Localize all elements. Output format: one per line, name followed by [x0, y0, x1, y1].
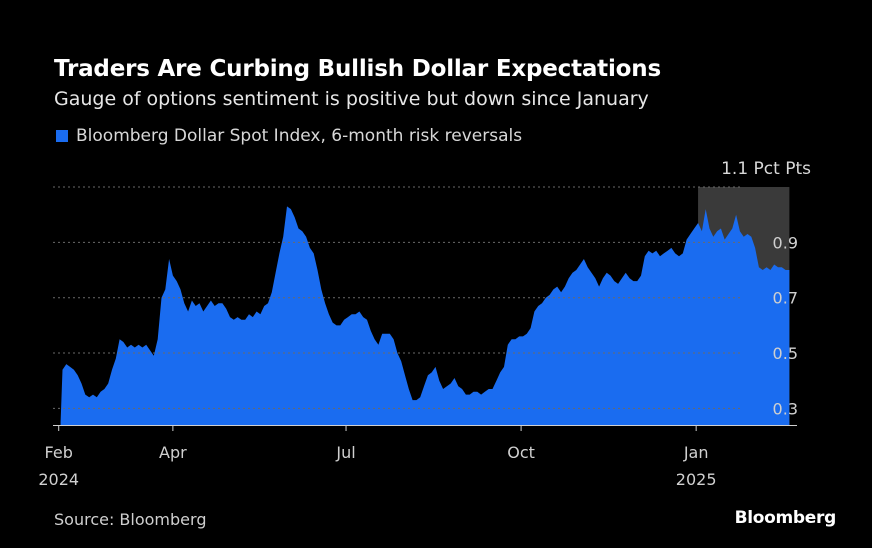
source-note: Source: Bloomberg	[54, 510, 207, 529]
x-tick-year-label: 2025	[676, 470, 717, 489]
x-tick-label: Oct	[507, 443, 535, 462]
chart-title: Traders Are Curbing Bullish Dollar Expec…	[54, 56, 661, 82]
y-unit-label: 1.1 Pct Pts	[721, 159, 811, 179]
x-tick-label: Apr	[159, 443, 187, 462]
y-tick-label: 0.7	[773, 289, 798, 308]
y-tick-label: 0.3	[773, 399, 798, 418]
brand-logo: Bloomberg	[734, 508, 837, 528]
series-area	[60, 206, 790, 425]
x-tick-year-label: 2024	[38, 470, 79, 489]
x-tick-label: Jan	[683, 443, 709, 462]
legend-label: Bloomberg Dollar Spot Index, 6-month ris…	[76, 126, 523, 146]
y-tick-label: 0.9	[773, 233, 798, 252]
chart-legend: Bloomberg Dollar Spot Index, 6-month ris…	[56, 126, 522, 146]
legend-swatch	[56, 130, 68, 142]
chart-subtitle: Gauge of options sentiment is positive b…	[54, 88, 649, 110]
y-tick-label: 0.5	[773, 344, 798, 363]
x-tick-label: Jul	[335, 443, 355, 462]
x-tick-label: Feb	[45, 443, 73, 462]
